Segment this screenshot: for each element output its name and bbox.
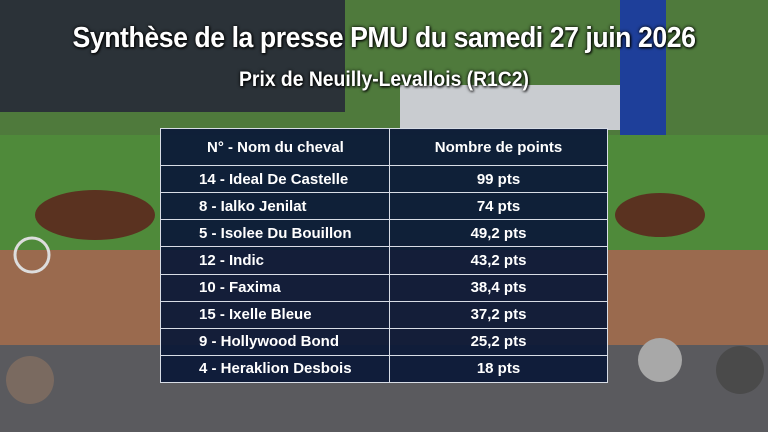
table-row: 5 - Isolee Du Bouillon 49,2 pts — [160, 219, 608, 248]
table-row: 10 - Faxima 38,4 pts — [160, 273, 608, 302]
table-row: 15 - Ixelle Bleue 37,2 pts — [160, 300, 608, 329]
horse-cell: 9 - Hollywood Bond — [160, 327, 390, 356]
horse — [615, 193, 705, 237]
column-header: N° - Nom du cheval — [160, 128, 390, 166]
table-row: 8 - Ialko Jenilat 74 pts — [160, 192, 608, 221]
table-row: 12 - Indic 43,2 pts — [160, 246, 608, 275]
points-cell: 25,2 pts — [389, 327, 608, 356]
horse-cell: 5 - Isolee Du Bouillon — [160, 219, 390, 248]
table-row: 9 - Hollywood Bond 25,2 pts — [160, 327, 608, 356]
points-cell: 43,2 pts — [389, 246, 608, 275]
horse-cell: 14 - Ideal De Castelle — [160, 164, 390, 194]
horse-cell: 12 - Indic — [160, 246, 390, 275]
bus — [400, 85, 620, 130]
table-row: 4 - Heraklion Desbois 18 pts — [160, 354, 608, 384]
screen-board — [0, 0, 345, 112]
table-body: 14 - Ideal De Castelle 99 pts 8 - Ialko Je… — [160, 164, 608, 384]
horse-cell: 4 - Heraklion Desbois — [160, 354, 390, 384]
subtitle: Prix de Neuilly-Levallois (R1C2) — [239, 68, 529, 91]
wheel — [13, 236, 51, 274]
points-cell: 37,2 pts — [389, 300, 608, 329]
points-cell: 18 pts — [389, 354, 608, 384]
points-cell: 74 pts — [389, 192, 608, 221]
column-header: Nombre de points — [389, 128, 608, 166]
points-cell: 99 pts — [389, 164, 608, 194]
horse-cell: 15 - Ixelle Bleue — [160, 300, 390, 329]
horse-cell: 10 - Faxima — [160, 273, 390, 302]
spectator — [638, 338, 682, 382]
spectator — [6, 356, 54, 404]
points-cell: 38,4 pts — [389, 273, 608, 302]
table-row: 14 - Ideal De Castelle 99 pts — [160, 164, 608, 194]
header-row: N° - Nom du cheval Nombre de points — [160, 128, 608, 166]
points-cell: 49,2 pts — [389, 219, 608, 248]
horse-cell: 8 - Ialko Jenilat — [160, 192, 390, 221]
horse — [35, 190, 155, 240]
spectator — [716, 346, 764, 394]
title: Synthèse de la presse PMU du samedi 27 j… — [72, 22, 696, 54]
ranking-table: N° - Nom du cheval Nombre de points 14 - … — [160, 128, 608, 384]
